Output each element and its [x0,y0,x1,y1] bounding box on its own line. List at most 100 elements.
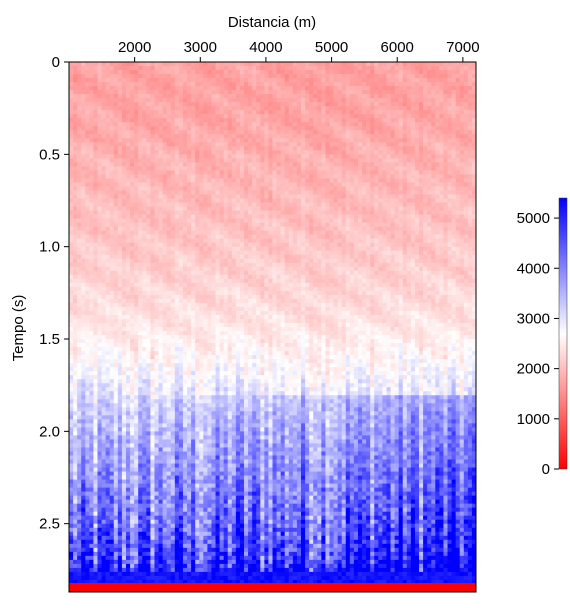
heatmap-cell [464,62,469,67]
heatmap-cell [386,98,391,103]
heatmap-cell [167,239,172,244]
heatmap-cell [325,150,330,155]
heatmap-cell [431,235,436,240]
heatmap-cell [207,211,212,216]
heatmap-cell [77,122,82,127]
heatmap-cell [260,223,265,228]
heatmap-cell [329,62,334,67]
heatmap-cell [248,98,253,103]
heatmap-cell [89,118,94,123]
heatmap-cell [260,146,265,151]
heatmap-cell [142,146,147,151]
heatmap-cell [224,126,229,131]
heatmap-cell [260,70,265,75]
heatmap-cell [73,186,78,191]
heatmap-cell [439,231,444,236]
heatmap-cell [81,86,86,91]
heatmap-cell [419,239,424,244]
heatmap-cell [329,82,334,87]
heatmap-cell [118,154,123,159]
heatmap-cell [122,122,127,127]
heatmap-cell [281,98,286,103]
heatmap-cell [199,134,204,139]
heatmap-cell [126,126,131,131]
heatmap-cell [228,203,233,208]
heatmap-cell [256,199,261,204]
heatmap-cell [317,138,322,143]
heatmap-cell [89,203,94,208]
heatmap-cell [443,211,448,216]
heatmap-cell [378,94,383,99]
heatmap-cell [325,195,330,200]
heatmap-cell [293,239,298,244]
heatmap-cell [289,211,294,216]
heatmap-cell [110,203,115,208]
heatmap-cell [134,158,139,163]
heatmap-cell [211,255,216,260]
heatmap-cell [452,130,457,135]
heatmap-cell [207,74,212,79]
heatmap-cell [268,118,273,123]
heatmap-cell [395,259,400,264]
heatmap-cell [305,154,310,159]
heatmap-cell [146,166,151,171]
heatmap-cell [289,207,294,212]
heatmap-cell [256,110,261,115]
heatmap-cell [289,223,294,228]
heatmap-cell [329,251,334,256]
heatmap-cell [154,166,159,171]
heatmap-cell [191,66,196,71]
heatmap-cell [386,150,391,155]
heatmap-cell [268,251,273,256]
heatmap-cell [452,102,457,107]
heatmap-cell [277,231,282,236]
heatmap-cell [171,138,176,143]
heatmap-cell [403,150,408,155]
heatmap-cell [150,215,155,220]
heatmap-cell [118,227,123,232]
heatmap-cell [244,162,249,167]
heatmap-cell [146,94,151,99]
heatmap-cell [122,255,127,260]
heatmap-cell [179,207,184,212]
heatmap-cell [366,239,371,244]
heatmap-cell [411,82,416,87]
heatmap-cell [110,251,115,256]
heatmap-cell [452,235,457,240]
heatmap-cell [427,114,432,119]
heatmap-cell [468,219,473,224]
heatmap-cell [464,154,469,159]
heatmap-cell [195,211,200,216]
heatmap-cell [321,207,326,212]
heatmap-cell [163,203,168,208]
heatmap-cell [106,243,111,248]
heatmap-cell [297,130,302,135]
heatmap-cell [439,106,444,111]
heatmap-cell [106,190,111,195]
heatmap-cell [114,215,119,220]
heatmap-cell [154,170,159,175]
heatmap-cell [354,247,359,252]
heatmap-cell [350,130,355,135]
heatmap-cell [167,98,172,103]
heatmap-cell [154,78,159,83]
heatmap-cell [346,82,351,87]
heatmap-cell [468,182,473,187]
heatmap-cell [260,114,265,119]
heatmap-cell [268,190,273,195]
heatmap-cell [301,118,306,123]
heatmap-cell [435,82,440,87]
heatmap-cell [142,130,147,135]
heatmap-cell [122,114,127,119]
heatmap-cell [456,94,461,99]
heatmap-cell [338,239,343,244]
heatmap-cell [167,199,172,204]
heatmap-cell [203,134,208,139]
heatmap-cell [431,94,436,99]
heatmap-cell [248,82,253,87]
heatmap-cell [142,122,147,127]
heatmap-cell [378,86,383,91]
heatmap-cell [97,150,102,155]
heatmap-cell [122,154,127,159]
heatmap-cell [220,162,225,167]
